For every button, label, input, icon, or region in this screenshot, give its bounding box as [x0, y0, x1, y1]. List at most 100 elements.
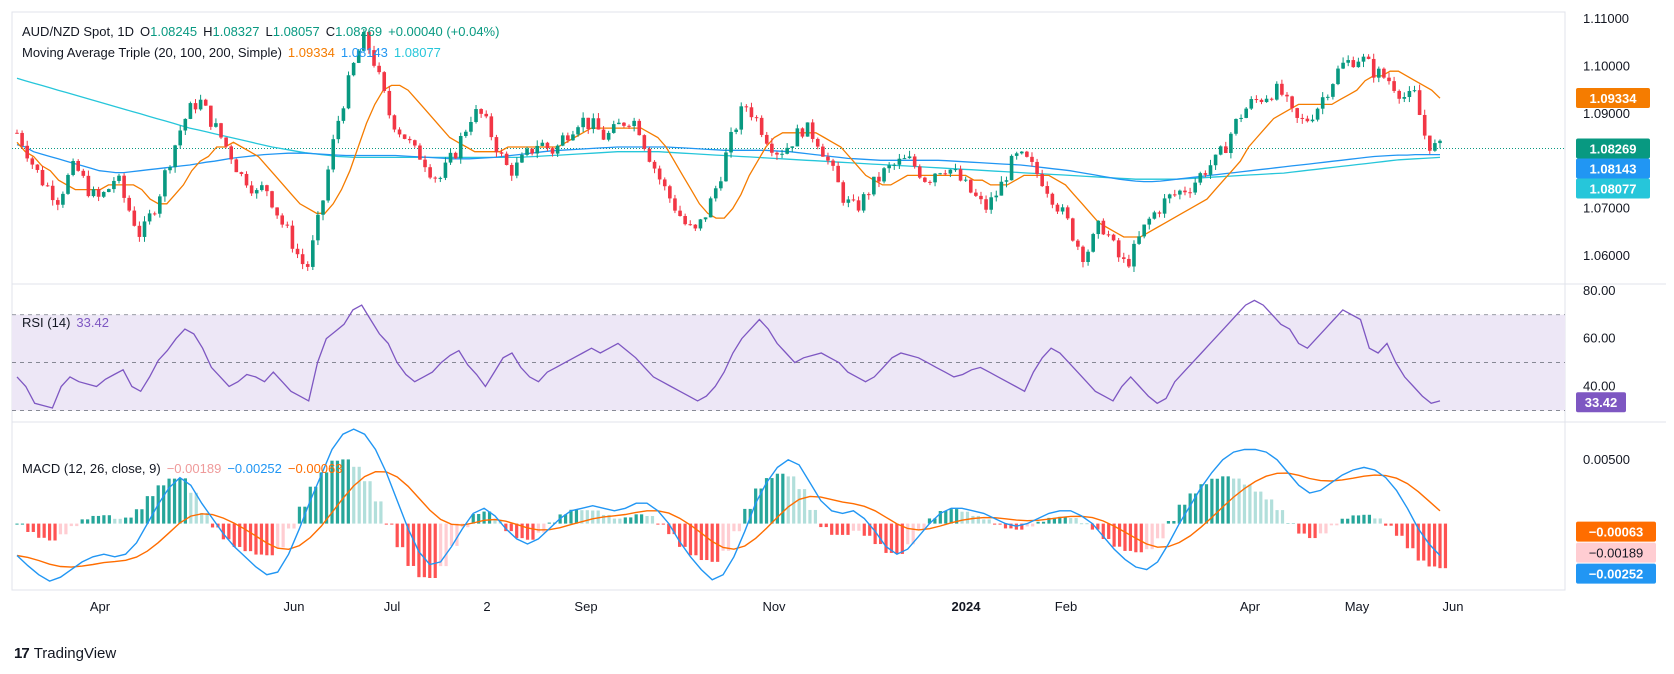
- macd-histogram-bar: [1405, 523, 1410, 549]
- candle-body: [571, 134, 575, 141]
- macd-histogram-bar: [69, 523, 73, 527]
- candle-body: [1320, 97, 1325, 109]
- candle-body: [280, 215, 285, 225]
- macd-histogram-bar: [569, 509, 573, 524]
- candle-body: [1310, 119, 1315, 122]
- candle-body: [831, 160, 835, 166]
- rsi-value-label: 33.42: [1585, 395, 1618, 410]
- macd-histogram-bar: [786, 476, 790, 524]
- candle-body: [300, 254, 305, 265]
- candle-body: [622, 122, 626, 126]
- candle-body: [1229, 133, 1233, 153]
- macd-histogram-bar: [1270, 499, 1274, 524]
- candle-body: [397, 129, 402, 135]
- candle-body: [96, 189, 101, 197]
- candle-body: [127, 197, 132, 211]
- change-value: +0.00040 (+0.04%): [388, 24, 500, 39]
- macd-histogram-bar: [699, 523, 703, 561]
- candle-body: [295, 248, 300, 255]
- macd-histogram-bar: [851, 523, 856, 531]
- candle-body: [474, 109, 478, 123]
- candle-body: [1300, 117, 1305, 119]
- candle-body: [1035, 161, 1039, 174]
- candle-body: [86, 175, 91, 197]
- candle-body: [800, 128, 805, 137]
- macd-histogram-bar: [542, 523, 546, 533]
- candle-body: [1274, 83, 1279, 100]
- candle-body: [142, 221, 147, 237]
- macd-histogram-bar: [618, 518, 622, 524]
- candle-body: [596, 118, 601, 130]
- macd-histogram-bar: [205, 512, 209, 524]
- macd-histogram-bar: [916, 523, 921, 531]
- candle-body: [81, 170, 86, 176]
- macd-histogram-bar: [1443, 523, 1448, 569]
- candle-body: [1009, 155, 1014, 181]
- macd-histogram-bar: [1063, 516, 1067, 524]
- macd-histogram-bar: [688, 523, 693, 556]
- candle-body: [759, 117, 764, 135]
- macd-histogram-bar: [102, 515, 106, 524]
- candle-body: [1198, 173, 1203, 183]
- candle-body: [586, 117, 591, 130]
- candle-body: [780, 153, 784, 155]
- candle-body: [453, 152, 458, 159]
- macd-histogram-bar: [1394, 523, 1399, 536]
- macd-histogram-bar: [238, 523, 242, 547]
- macd-hist-value: −0.00189: [166, 461, 222, 476]
- macd-histogram-bar: [1308, 523, 1312, 539]
- macd-histogram-bar: [987, 519, 991, 524]
- current-price-label-tag: [1576, 138, 1650, 159]
- candle-body: [61, 193, 65, 205]
- candle-body: [1239, 117, 1243, 119]
- macd-histogram-bar: [982, 519, 986, 524]
- high-label: H: [203, 24, 213, 39]
- candle-body: [979, 195, 983, 200]
- macd-histogram-bar: [1416, 523, 1420, 561]
- candle-body: [1290, 96, 1294, 109]
- candle-body: [1050, 193, 1055, 205]
- macd-histogram-bar: [1221, 476, 1225, 524]
- macd-histogram-bar: [1166, 521, 1171, 524]
- macd-histogram-bar: [536, 523, 541, 533]
- candle-body: [923, 177, 927, 182]
- candle-body: [1101, 220, 1106, 235]
- candle-body: [443, 162, 448, 178]
- candle-body: [668, 186, 672, 199]
- candle-body: [290, 225, 295, 249]
- candle-body: [66, 174, 70, 194]
- macd-histogram-bar: [634, 514, 638, 524]
- macd-histogram-bar: [1346, 518, 1350, 524]
- candle-body: [892, 164, 897, 166]
- candle-body: [601, 129, 606, 140]
- candle-body: [775, 152, 779, 155]
- candle-body: [662, 179, 667, 187]
- candle-body: [214, 123, 218, 127]
- candle-body: [392, 115, 397, 130]
- macd-histogram-bar: [86, 519, 90, 524]
- macd-histogram-bar: [1378, 518, 1382, 524]
- macd-histogram-bar: [1286, 522, 1290, 524]
- candle-body: [815, 138, 820, 147]
- macd-histogram-bar: [1161, 523, 1165, 539]
- macd-histogram-bar: [1096, 523, 1100, 530]
- macd-histogram-bar: [113, 518, 117, 524]
- macd-histogram-bar: [248, 523, 253, 552]
- macd-histogram-bar: [732, 523, 736, 532]
- candle-body: [1106, 234, 1111, 236]
- macd-histogram-bar: [1052, 517, 1056, 524]
- macd-histogram-bar: [1009, 523, 1013, 529]
- candle-body: [897, 158, 902, 165]
- macd-histogram-bar: [357, 466, 361, 524]
- macd-histogram-bar: [1058, 516, 1062, 524]
- macd-histogram-bar: [1145, 523, 1149, 550]
- x-tick-label: Jun: [1443, 599, 1464, 614]
- macd-histogram-bar: [944, 511, 948, 524]
- candle-body: [1218, 146, 1223, 155]
- tradingview-brand[interactable]: 17 TradingView: [14, 645, 116, 662]
- macd-histogram-bar: [911, 523, 915, 545]
- candle-body: [1285, 94, 1289, 97]
- candle-body: [846, 199, 851, 203]
- x-tick-label: Jul: [384, 599, 401, 614]
- candle-body: [1178, 190, 1182, 195]
